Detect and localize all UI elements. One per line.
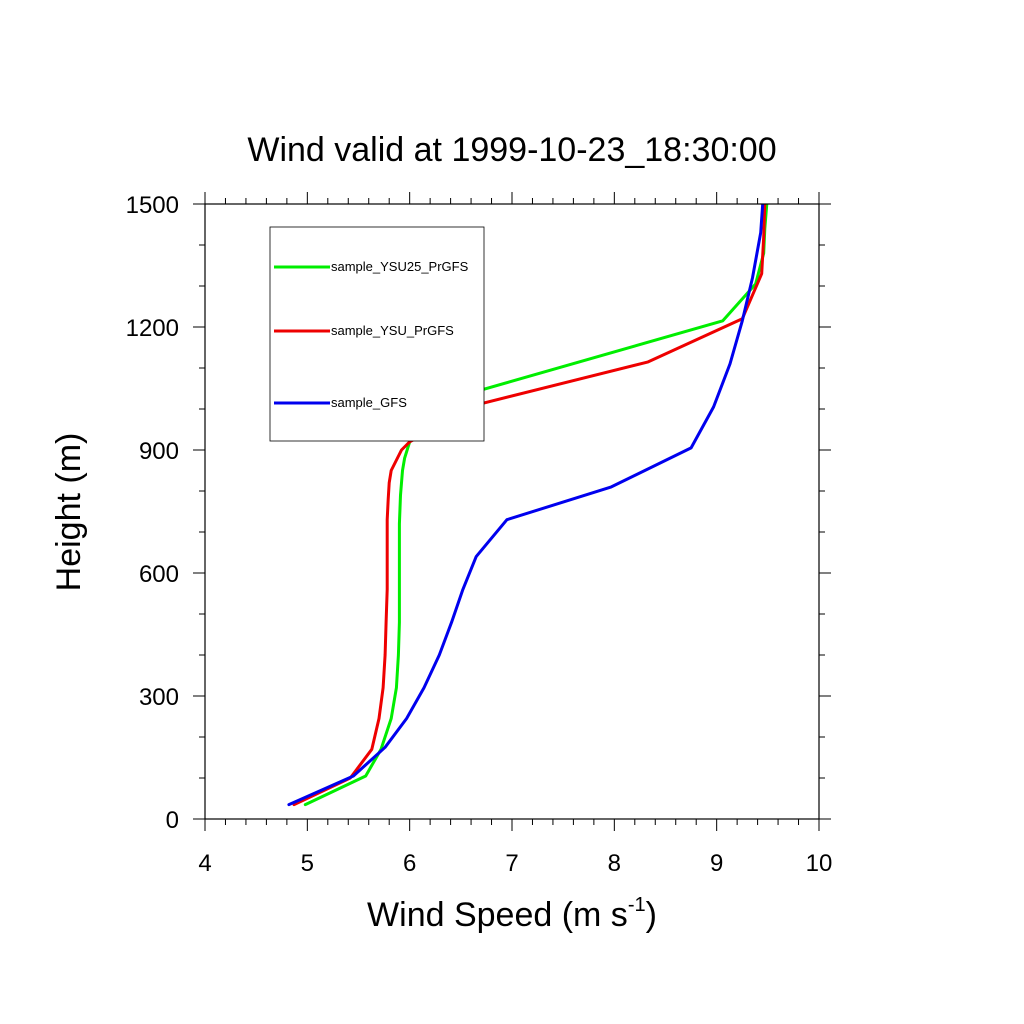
y-tick-label: 600 <box>139 561 179 588</box>
x-axis-label-close: ) <box>646 896 657 934</box>
legend: sample_YSU25_PrGFS sample_YSU_PrGFSsample… <box>269 226 485 442</box>
plot-frame <box>204 203 820 820</box>
x-axis-label-text: Wind Speed (m s <box>367 896 628 934</box>
axis-tick-labels: 4 5 6 7 8 9 10 0 300 600 900 1200 1500 <box>126 192 833 877</box>
axis-ticks <box>193 192 831 831</box>
series-line-sample_GFS <box>287 204 765 807</box>
x-tick-label: 8 <box>608 850 621 877</box>
chart-title: Wind valid at 1999-10-23_18:30:00 <box>247 131 776 169</box>
x-tick-label: 9 <box>710 850 723 877</box>
legend-label: sample_YSU_PrGFS <box>331 323 454 338</box>
y-tick-label: 300 <box>139 684 179 711</box>
series-lines <box>287 204 769 807</box>
x-tick-label: 7 <box>505 850 518 877</box>
series-line-sample_YSU_PrGFS <box>292 204 767 807</box>
legend-box <box>269 226 485 442</box>
x-tick-label: 4 <box>198 850 211 877</box>
y-axis-label: Height (m) <box>50 433 88 592</box>
legend-items: sample_YSU25_PrGFS sample_YSU_PrGFSsample… <box>274 259 469 410</box>
x-tick-label: 6 <box>403 850 416 877</box>
y-tick-label: 900 <box>139 438 179 465</box>
legend-label: sample_YSU25_PrGFS <box>331 259 469 274</box>
y-tick-label: 1200 <box>126 315 179 342</box>
x-axis-label-superscript: -1 <box>628 894 646 916</box>
x-axis-label: Wind Speed (m s-1) <box>367 894 657 934</box>
y-tick-label: 0 <box>166 807 179 834</box>
legend-label: sample_GFS <box>331 395 407 410</box>
x-tick-label: 5 <box>301 850 314 877</box>
x-tick-label: 10 <box>806 850 833 877</box>
y-tick-label: 1500 <box>126 192 179 219</box>
